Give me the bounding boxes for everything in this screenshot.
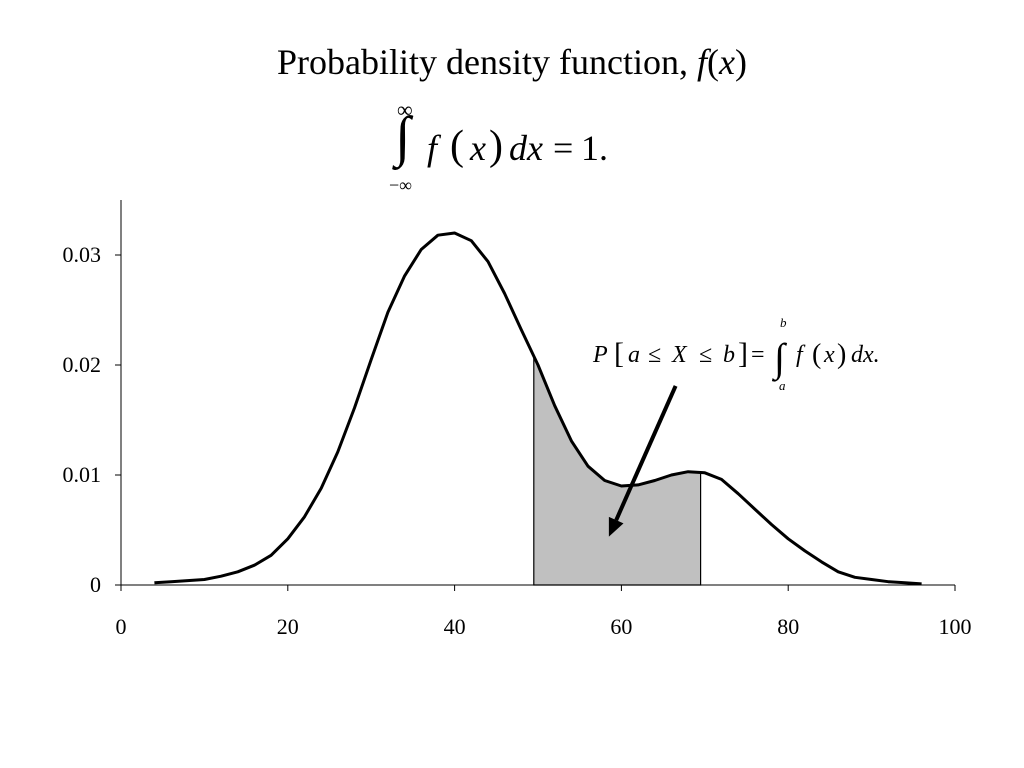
y-tick-label: 0.03 [63,242,102,267]
density-curve [154,231,922,586]
y-tick-label: 0 [90,572,101,597]
x-tick-label: 0 [116,614,127,639]
integrand-x: x [470,128,486,168]
x-tick-label: 80 [777,614,799,639]
annotation-bracket-open: [ [614,337,624,370]
x-tick-label: 20 [277,614,299,639]
integrand-f: f [427,128,438,168]
equals-sign: = [553,128,574,168]
y-tick-label: 0.02 [63,352,102,377]
title-fx-close: ) [734,42,747,82]
upper-limit: ∞ [397,97,413,122]
annotation-bracket-close: ] [738,337,748,370]
annotation-lower-limit: a [779,378,786,393]
normalization-formula: ∞ ∫ −∞ f ( x ) dx = 1. [385,95,645,200]
lower-limit: −∞ [389,175,412,195]
chart-svg: 0 0.01 0.02 0.03 0 20 40 60 80 100 P [ a ≤ X ≤ b … [63,200,972,639]
annotation-paren-open: ( [812,339,821,370]
annotation-integral-sign: ∫ [771,335,788,382]
title-text: Probability density function, [277,42,697,82]
x-tick-label: 100 [939,614,972,639]
annotation-le-2: ≤ [699,342,712,368]
annotation-integrand-f: f [796,342,806,368]
chart-area: 0 0.01 0.02 0.03 0 20 40 60 80 100 P [ a ≤ X ≤ b … [40,190,984,650]
annotation-b: b [723,342,735,368]
y-tick-label: 0.01 [63,462,102,487]
close-paren: ) [489,123,503,169]
annotation-arrow-head [608,516,624,537]
annotation-integrand-x: x [823,342,835,368]
title-fx-open: ( [707,42,719,82]
open-paren: ( [450,123,464,169]
annotation-paren-close: ) [837,339,846,370]
annotation-formula: P [ a ≤ X ≤ b ] = b ∫ a f ( x ) dx. [592,315,880,393]
slide-title: Probability density function, f(x) [0,40,1024,84]
differential: dx [509,128,543,168]
annotation-lhs: P [592,342,608,368]
annotation-a: a [628,342,640,368]
annotation-X: X [671,342,688,368]
annotation-differential: dx. [851,342,880,368]
x-tick-label: 40 [444,614,466,639]
integral-sign: ∫ [395,106,411,168]
annotation-upper-limit: b [780,315,787,330]
annotation-equals: = [751,342,765,368]
title-fx-x: x [719,42,735,82]
annotation-le-1: ≤ [648,342,661,368]
normalization-value: 1. [581,128,608,168]
title-fx-f: f [696,42,707,82]
annotation-arrow-shaft [614,385,678,521]
x-tick-label: 60 [610,614,632,639]
